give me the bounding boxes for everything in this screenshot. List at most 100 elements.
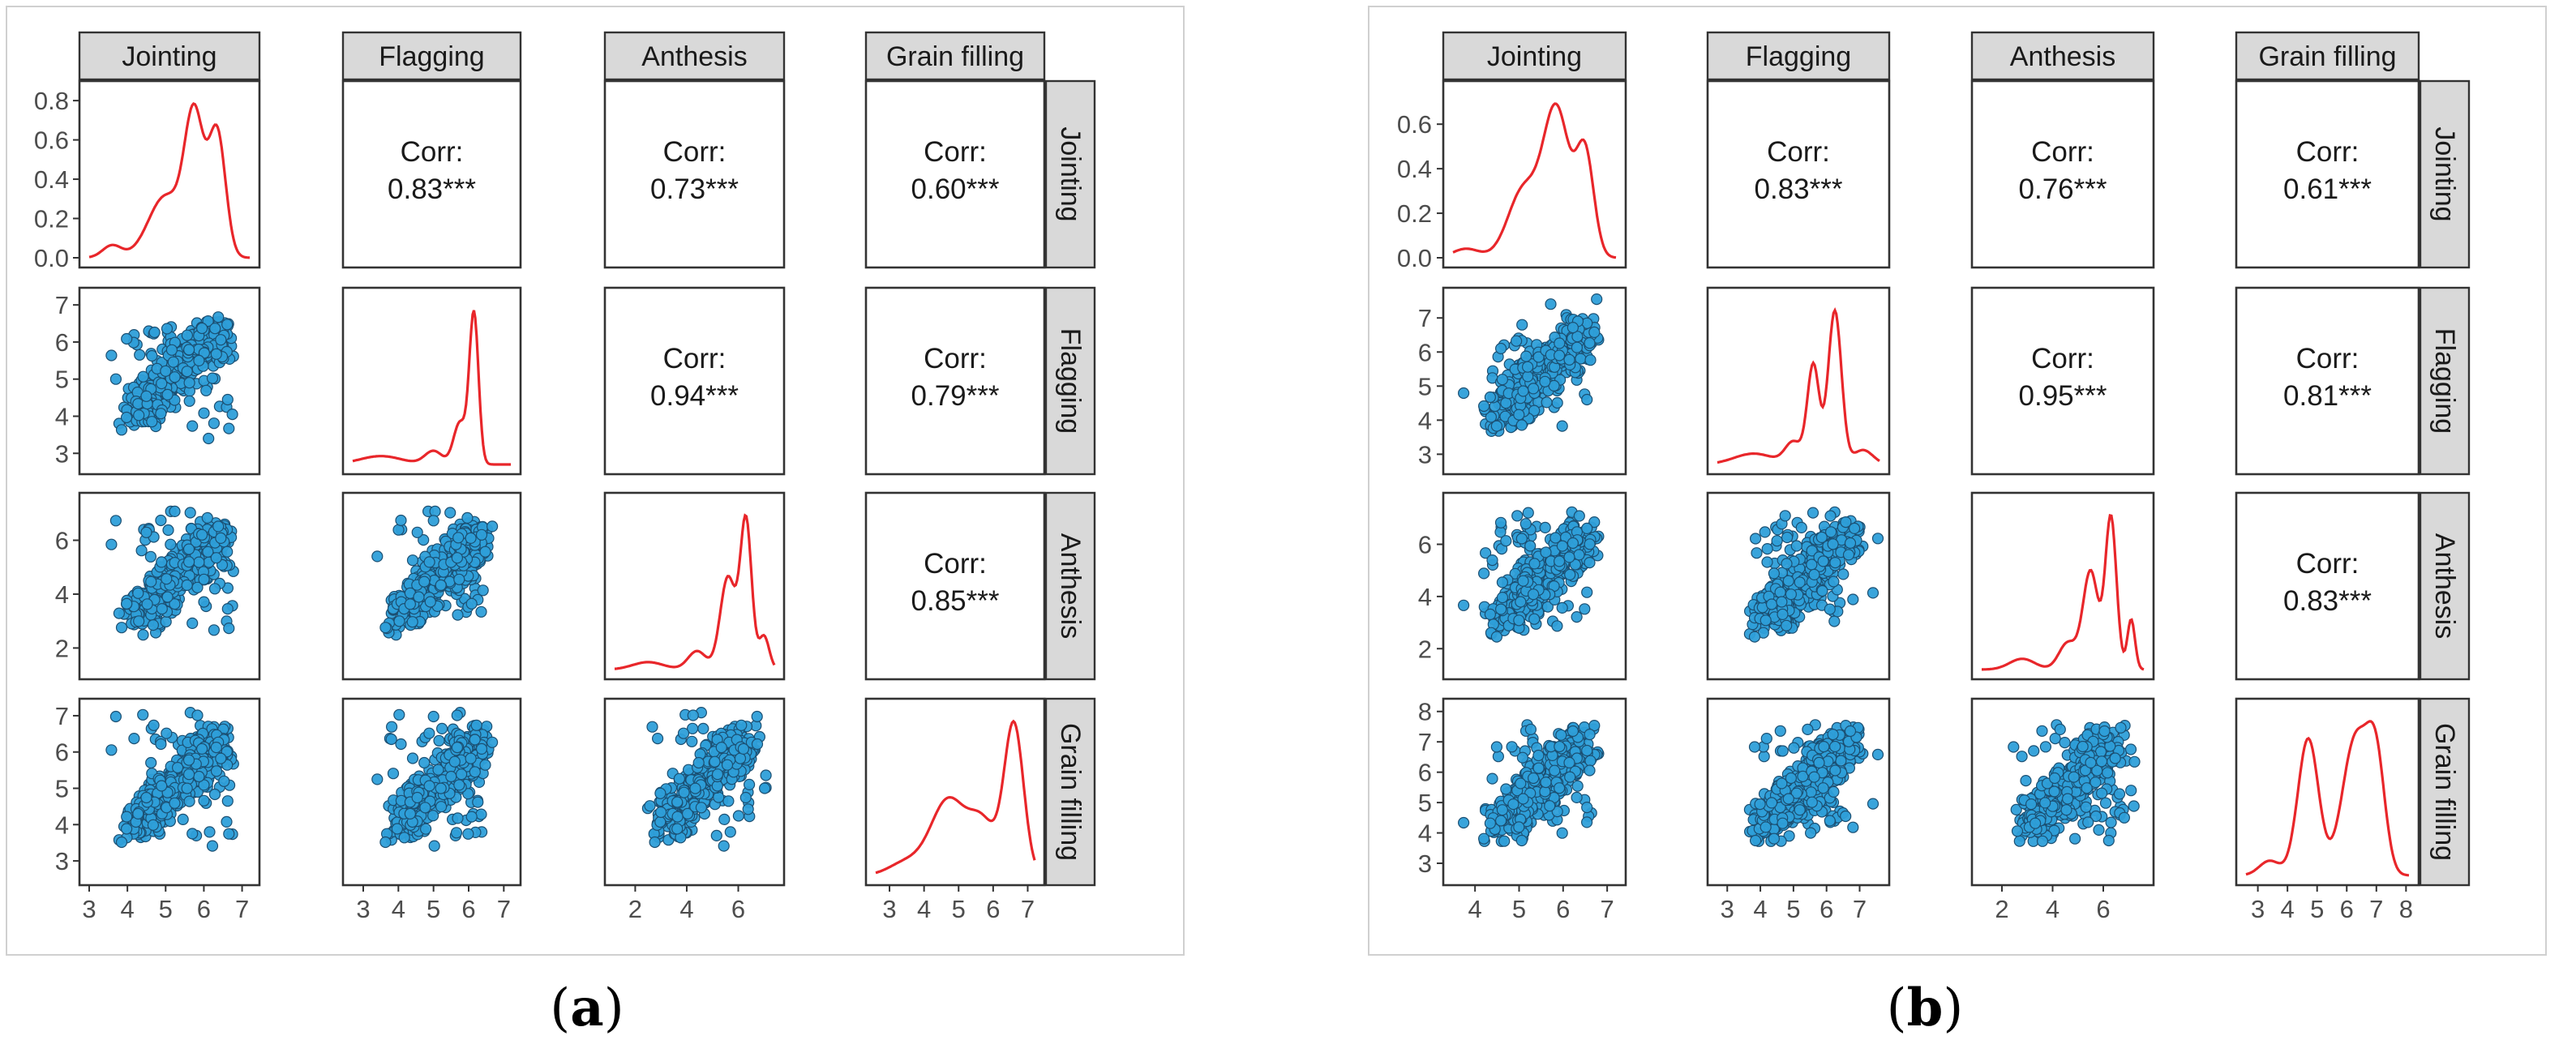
scatter-point <box>1816 584 1828 597</box>
scatter-point <box>450 827 463 839</box>
scatter-point <box>1457 816 1470 829</box>
scatter-point <box>677 727 690 739</box>
scatter-point <box>2020 774 2032 787</box>
y-tick-label: 6 <box>55 527 69 555</box>
scatter-point <box>161 388 174 400</box>
scatter-point <box>221 795 234 807</box>
scatter-point <box>184 507 196 519</box>
row-strip-label: Jointing <box>1055 126 1086 221</box>
scatter-point <box>1829 556 1841 569</box>
column-strip <box>603 31 786 81</box>
scatter-point <box>1507 798 1519 811</box>
scatter-point <box>196 742 208 755</box>
scatter-point <box>686 735 698 747</box>
scatter-point <box>1564 771 1576 783</box>
scatter-point <box>435 782 447 794</box>
scatter-point <box>479 759 491 771</box>
scatter-point <box>453 779 465 791</box>
scatter-point <box>1835 755 1847 767</box>
scatter-point <box>1761 542 1773 555</box>
scatter-point <box>156 602 168 615</box>
scatter-point <box>1817 555 1829 567</box>
scatter-point <box>148 326 161 339</box>
x-tick-label: 6 <box>731 895 745 923</box>
scatter-point <box>156 556 168 568</box>
scatter-point <box>1777 817 1789 829</box>
scatter-point <box>1554 337 1566 349</box>
panel-r0-c0 <box>1442 79 1627 269</box>
scatter-point <box>1829 740 1841 753</box>
scatter-point <box>133 409 145 422</box>
scatter-point <box>1788 742 1800 754</box>
panel-r0-c3: Corr:0.61*** <box>2235 79 2420 269</box>
scatter-point <box>1498 835 1511 847</box>
scatter-point <box>654 806 667 819</box>
scatter-point <box>697 722 709 735</box>
scatter-point <box>760 769 772 781</box>
y-tick-label: 6 <box>55 738 69 767</box>
panel-r1-c3: Corr:0.81*** <box>2235 286 2420 476</box>
scatter-point <box>1532 749 1545 762</box>
scatter-point <box>678 786 690 798</box>
density-curve <box>88 101 251 259</box>
scatter-point <box>1847 821 1859 833</box>
scatter-point <box>1765 598 1778 610</box>
corr-value: 0.79*** <box>911 380 1000 412</box>
scatter-point <box>1517 385 1529 397</box>
scatter-point <box>709 755 721 768</box>
scatter-point <box>1581 744 1593 757</box>
scatter-point <box>475 808 487 820</box>
scatter-point <box>161 573 173 585</box>
scatter-point <box>734 752 747 764</box>
scatter-point <box>183 556 195 568</box>
scatter-point <box>1829 764 1841 777</box>
scatter-point <box>1496 374 1509 386</box>
scatter-point <box>132 807 144 820</box>
column-strip-label: Flagging <box>1746 41 1851 72</box>
scatter-point <box>406 616 418 628</box>
x-tick-label: 7 <box>497 895 511 923</box>
scatter-point <box>169 797 181 809</box>
scatter-matrix-b: Jointing Flagging Anthesis Grain fillingJoi… <box>1368 6 2547 1038</box>
scatter-point <box>1527 383 1540 395</box>
panel-r1-c2: Corr:0.94*** <box>603 286 786 476</box>
scatter-matrix-a: Jointing Flagging Anthesis Grain fillingJoi… <box>6 6 1185 1038</box>
panel-border <box>1706 286 1891 476</box>
scatter-point <box>196 322 208 335</box>
scatter-point <box>393 615 405 627</box>
scatter-point <box>141 598 153 610</box>
scatter-point <box>1776 777 1788 790</box>
scatter-point <box>140 526 152 538</box>
scatter-point <box>470 719 482 731</box>
scatter-point <box>1516 751 1529 764</box>
scatter-point <box>1581 522 1593 535</box>
scatter-point <box>475 606 487 618</box>
scatter-point <box>1553 349 1566 362</box>
panel-r2-c0 <box>78 491 261 681</box>
scatter-point <box>105 349 118 362</box>
scatter-point <box>161 323 174 335</box>
row-strip <box>1044 79 1096 269</box>
corr-label: Corr: <box>2296 136 2360 168</box>
scatter-point <box>644 800 656 812</box>
corr-label: Corr: <box>924 136 987 168</box>
scatter-point <box>1573 549 1585 561</box>
panel-r2-c1 <box>1706 491 1891 681</box>
scatter-point <box>758 782 771 794</box>
scatter-point <box>1490 420 1503 432</box>
scatter-point <box>193 770 205 783</box>
scatter-point <box>1490 741 1503 753</box>
scatter-point <box>1496 591 1509 604</box>
corr-label: Corr: <box>2296 343 2360 374</box>
scatter-point <box>426 810 439 822</box>
scatter-point <box>1515 419 1528 431</box>
scatter-point <box>210 765 223 777</box>
corr-value: 0.76*** <box>2019 173 2107 205</box>
scatter-point <box>137 708 149 721</box>
scatter-point <box>208 417 220 430</box>
panel-r0-c2: Corr:0.73*** <box>603 79 786 269</box>
scatter-point <box>1824 603 1836 615</box>
scatter-point <box>1517 575 1529 587</box>
scatter-point <box>109 373 122 385</box>
scatter-point <box>1490 631 1503 643</box>
